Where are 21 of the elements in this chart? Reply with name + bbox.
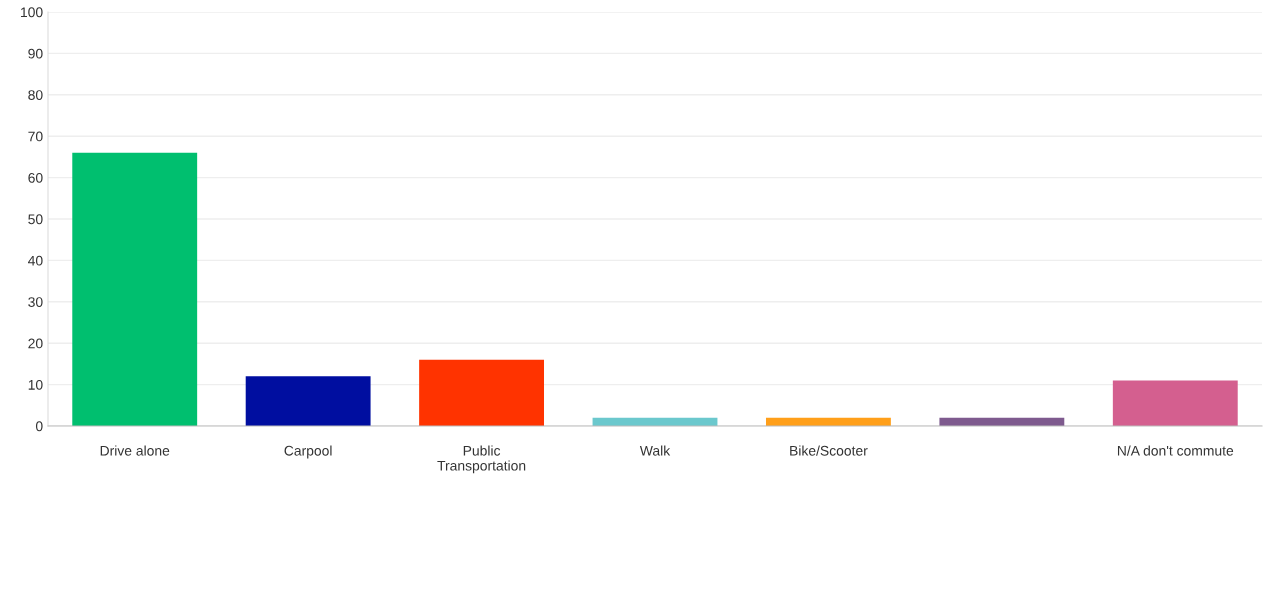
x-tick-label: Drive alone bbox=[100, 445, 170, 456]
x-tick-label: Carpool bbox=[284, 445, 332, 459]
x-tick-label: Public Transportation bbox=[437, 445, 526, 474]
y-tick-label: 10 bbox=[28, 379, 43, 390]
y-tick-label: 50 bbox=[28, 214, 43, 225]
y-tick-label: 60 bbox=[28, 172, 43, 183]
x-tick-label: Bike/Scooter bbox=[790, 445, 868, 456]
x-tick-label: N/A don't commute bbox=[1117, 445, 1234, 456]
y-tick-label: 80 bbox=[28, 90, 43, 100]
x-tick-label: Walk bbox=[639, 445, 671, 456]
y-tick-label: 70 bbox=[28, 131, 43, 142]
bar bbox=[1112, 380, 1238, 426]
bar bbox=[72, 152, 198, 426]
y-tick-label: 40 bbox=[28, 255, 43, 266]
y-tick-label: 100 bbox=[21, 7, 43, 18]
y-tick-label: 90 bbox=[28, 48, 43, 59]
bar bbox=[245, 376, 371, 426]
y-tick-label: 30 bbox=[28, 297, 43, 307]
y-tick-label: 0 bbox=[35, 421, 43, 432]
bar bbox=[419, 359, 545, 426]
y-tick-label: 20 bbox=[28, 338, 43, 349]
